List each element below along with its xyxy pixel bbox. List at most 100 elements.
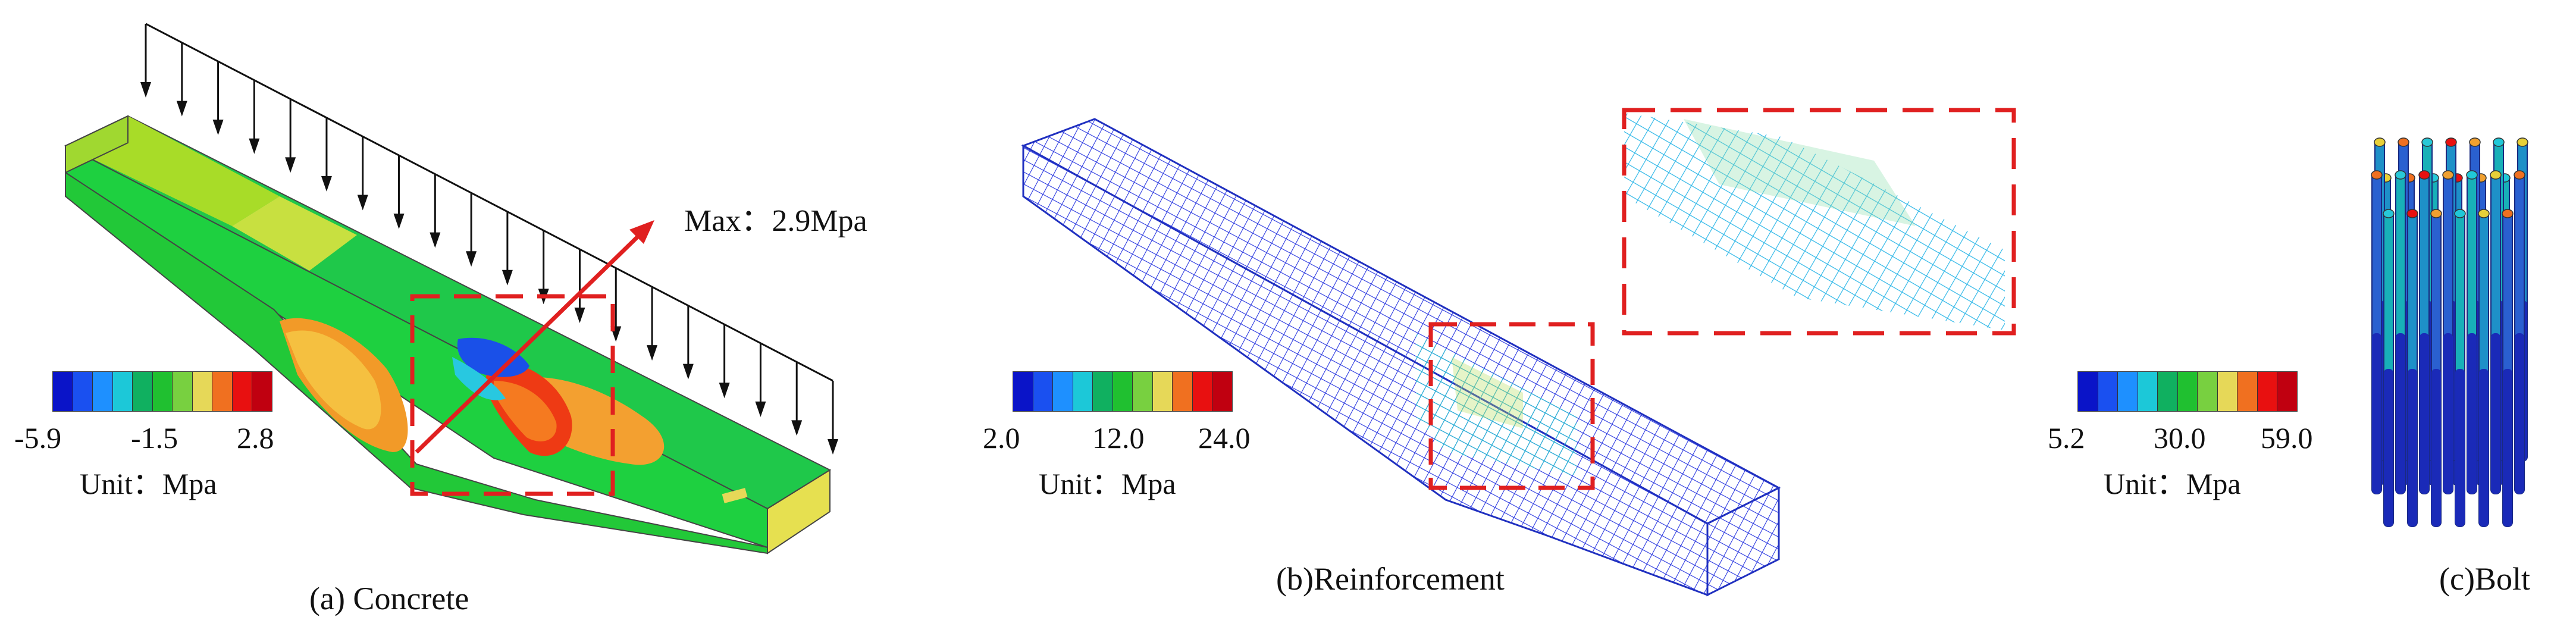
bolt-head [2383,209,2395,218]
bolt-head [2517,137,2528,147]
load-arrow-head [791,420,803,436]
colorbar-swatch [2217,372,2238,411]
colorbar-swatch [1073,372,1093,411]
bolt-panel: 5.2 30.0 59.0 Unit：Mpa (c)Bolt [2047,0,2576,636]
beam-left-end [65,115,129,174]
colorbar-swatch [1013,372,1033,411]
colorbar-swatch [1112,372,1133,411]
beam-top-zone-mid [232,196,357,271]
colorbar-swatch [53,372,73,411]
colorbar-swatch [1033,372,1054,411]
stress-zone-cyan [452,357,506,400]
colorbar-swatch [2158,372,2178,411]
colorbar-swatch [2098,372,2119,411]
zoom-inset-hot [1684,119,1916,226]
reinforcement-legend-mid: 12.0 [1092,421,1145,455]
bolt-colorbar [2077,371,2298,412]
bolt-head [2493,137,2505,147]
colorbar-swatch [133,372,153,411]
colorbar-swatch [152,372,173,411]
cage-front-face [1022,144,1709,597]
bolt-shaft-lower [2408,369,2417,527]
cage-hot-region [1416,333,1577,476]
colorbar-swatch [2138,372,2158,411]
colorbar-swatch [2078,372,2098,411]
colorbar-swatch [1173,372,1193,411]
concrete-caption: (a) Concrete [309,581,469,616]
load-arrow-head [828,439,838,455]
bolt-legend-unit: Unit：Mpa [2104,467,2241,500]
bolt-shaft-lower [2515,333,2524,494]
load-arrow-head [502,270,513,286]
bolt-legend-max: 59.0 [2261,421,2313,455]
bolt-head [2374,137,2386,147]
colorbar-swatch [192,372,213,411]
concrete-legend-max: 2.8 [237,421,274,455]
colorbar-swatch [93,372,113,411]
cage-end [1706,486,1780,597]
colorbar-swatch [1192,372,1213,411]
concrete-legend-unit: Unit：Mpa [80,467,217,500]
bolt-head [2502,209,2514,218]
bolt-legend-min: 5.2 [2048,421,2085,455]
max-stress-arrowhead [629,220,654,244]
colorbar-swatch [2118,372,2138,411]
bolt-shaft-lower [2431,369,2441,527]
bolt-group-figure [2371,137,2528,527]
reinforcement-caption: (b)Reinforcement [1276,561,1505,597]
load-arrow-head [176,101,187,117]
colorbar-swatch [1133,372,1153,411]
bolt-head [2418,170,2430,180]
colorbar-swatch [73,372,93,411]
load-arrow-head [755,401,766,417]
bolt-head [2454,209,2466,218]
concrete-colorbar [52,371,272,412]
bolt-shaft-lower [2491,333,2500,494]
cage-hot-core [1452,357,1523,428]
load-arrow-head [212,120,224,136]
load-arrow-head [357,195,368,211]
bolt-head [2430,209,2442,218]
bolt-legend-mid: 30.0 [2154,421,2206,455]
reinforcement-legend-min: 2.0 [983,421,1020,455]
colorbar-swatch [2237,372,2258,411]
bolt-head [2469,137,2481,147]
load-arrow-head [249,138,260,154]
reinforcement-panel: 2.0 12.0 24.0 Unit：Mpa (b)Reinforcement [952,0,2047,636]
load-arrow-head [719,383,730,399]
bolt-head [2442,170,2454,180]
bolt-shaft-lower [2384,369,2393,527]
concrete-highlight-box [410,294,615,496]
bolt-shaft-lower [2455,369,2465,527]
reinforcement-cage-figure [1021,108,2016,597]
load-arrow-head [285,157,296,173]
stress-zone-orange-core [494,381,557,441]
bolt-head [2406,209,2418,218]
bolt-shaft-lower [2420,333,2429,494]
stress-zone-blue [457,337,529,377]
colorbar-swatch [1152,372,1173,411]
colorbar-swatch [2177,372,2198,411]
bolt-shaft-lower [2479,369,2489,527]
bolt-head [2371,170,2383,180]
bolt-head [2395,170,2406,180]
load-arrow-head [393,214,405,230]
bolt-shaft-lower [2396,333,2405,494]
bolt-head [2445,137,2457,147]
distributed-load-arrows [140,23,838,455]
reinforcement-legend-max: 24.0 [1198,421,1251,455]
beam-right-end-plate [767,469,831,554]
bolt-shaft-lower [2443,333,2453,494]
reinforcement-legend-unit: Unit：Mpa [1039,467,1176,500]
colorbar-swatch [2198,372,2218,411]
colorbar-swatch [173,372,193,411]
load-arrow-head [647,345,658,361]
colorbar-swatch [1212,372,1233,411]
colorbar-swatch [2257,372,2278,411]
colorbar-swatch [1053,372,1073,411]
colorbar-swatch [2277,372,2298,411]
bolt-head [2466,170,2478,180]
zoom-inset-box [1622,108,2016,336]
concrete-panel: Max：2.9Mpa -5.9 -1.5 2.8 Unit：Mpa (a) Co… [0,0,952,636]
reinforcement-colorbar [1013,371,1233,412]
